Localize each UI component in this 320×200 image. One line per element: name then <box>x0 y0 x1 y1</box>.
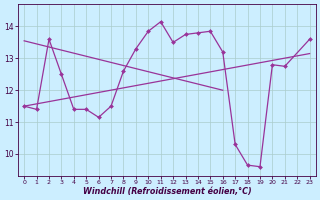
X-axis label: Windchill (Refroidissement éolien,°C): Windchill (Refroidissement éolien,°C) <box>83 187 251 196</box>
